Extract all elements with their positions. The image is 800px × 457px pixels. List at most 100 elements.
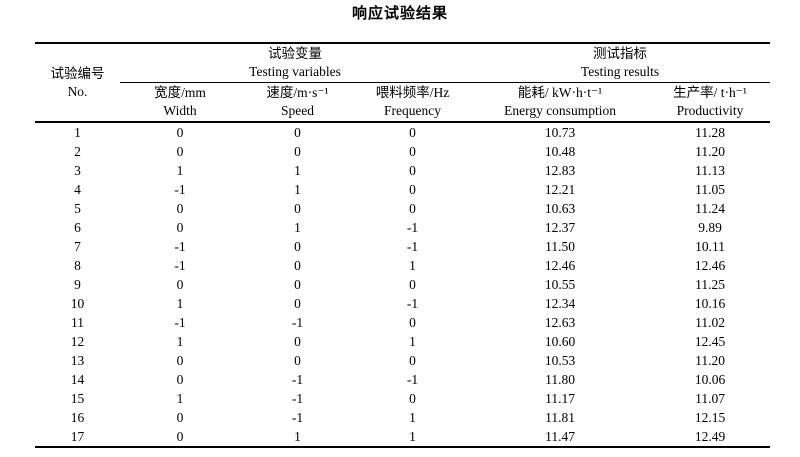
cell-no: 4 bbox=[74, 182, 81, 197]
cell-energy: 10.60 bbox=[544, 334, 576, 349]
cell-energy: 12.63 bbox=[544, 315, 576, 330]
cell-productivity: 11.05 bbox=[695, 182, 725, 197]
header-width-en: Width bbox=[163, 103, 197, 118]
cell-width: -1 bbox=[174, 258, 186, 273]
cell-energy: 11.47 bbox=[545, 429, 575, 444]
cell-frequency: -1 bbox=[406, 296, 419, 311]
table-body: 1 0 0 0 10.73 11.28 2 0 0 0 10.48 11.20 3 1 1 0 12.83 11.… bbox=[35, 122, 770, 447]
cell-frequency: -1 bbox=[406, 372, 419, 387]
cell-energy: 12.21 bbox=[544, 182, 576, 197]
cell-speed: 0 bbox=[294, 201, 301, 216]
cell-width: 0 bbox=[176, 201, 184, 216]
table-row: 2 0 0 0 10.48 11.20 bbox=[35, 142, 770, 161]
table-row: 10 1 0 -1 12.34 10.16 bbox=[35, 294, 770, 313]
cell-speed: -1 bbox=[291, 410, 304, 425]
cell-frequency: 0 bbox=[409, 144, 416, 159]
table-row: 16 0 -1 1 11.81 12.15 bbox=[35, 408, 770, 427]
cell-speed: -1 bbox=[291, 315, 304, 330]
cell-no: 15 bbox=[70, 391, 85, 406]
cell-productivity: 12.45 bbox=[694, 334, 726, 349]
cell-speed: 0 bbox=[294, 125, 301, 140]
cell-productivity: 10.11 bbox=[695, 239, 725, 254]
cell-no: 12 bbox=[70, 334, 85, 349]
cell-frequency: 0 bbox=[409, 182, 416, 197]
cell-width: 0 bbox=[176, 429, 184, 444]
cell-speed: 0 bbox=[294, 334, 301, 349]
cell-no: 2 bbox=[74, 144, 81, 159]
cell-speed: 1 bbox=[294, 163, 301, 178]
cell-speed: 1 bbox=[294, 429, 301, 444]
cell-speed: 0 bbox=[294, 296, 301, 311]
cell-no: 17 bbox=[70, 429, 85, 444]
cell-width: 0 bbox=[176, 125, 184, 140]
table-row: 12 1 0 1 10.60 12.45 bbox=[35, 332, 770, 351]
table-row: 13 0 0 0 10.53 11.20 bbox=[35, 351, 770, 370]
table-title: 响应试验结果 bbox=[351, 5, 448, 22]
cell-energy: 10.53 bbox=[544, 353, 576, 368]
table-row: 7 -1 0 -1 11.50 10.11 bbox=[35, 237, 770, 256]
cell-energy: 10.55 bbox=[544, 277, 576, 292]
header-speed-en: Speed bbox=[281, 103, 314, 118]
cell-speed: 1 bbox=[294, 220, 301, 235]
cell-productivity: 11.07 bbox=[695, 391, 725, 406]
cell-width: 1 bbox=[176, 334, 184, 349]
cell-width: 1 bbox=[176, 163, 184, 178]
header-group-variables-zh: 试验变量 bbox=[268, 46, 322, 61]
cell-frequency: 0 bbox=[409, 125, 416, 140]
cell-no: 3 bbox=[74, 163, 81, 178]
cell-energy: 11.50 bbox=[545, 239, 575, 254]
table-row: 3 1 1 0 12.83 11.13 bbox=[35, 161, 770, 180]
cell-speed: -1 bbox=[291, 372, 304, 387]
cell-speed: 0 bbox=[294, 239, 301, 254]
cell-productivity: 11.20 bbox=[695, 144, 725, 159]
header-width: 宽度/mm Width bbox=[120, 82, 240, 123]
cell-no: 1 bbox=[74, 125, 81, 140]
cell-frequency: 0 bbox=[409, 391, 416, 406]
cell-no: 9 bbox=[74, 277, 81, 292]
group-header-row: 试验编号 No. 试验变量 Testing variables 测试指标 Tes… bbox=[35, 43, 771, 123]
cell-no: 11 bbox=[71, 315, 84, 330]
cell-productivity: 11.28 bbox=[695, 125, 725, 140]
cell-energy: 11.81 bbox=[545, 410, 575, 425]
cell-energy: 12.37 bbox=[544, 220, 576, 235]
header-group-variables: 试验变量 Testing variables bbox=[120, 43, 471, 83]
header-test-number: 试验编号 No. bbox=[35, 43, 120, 123]
header-speed: 速度/m·s⁻¹ Speed bbox=[240, 82, 355, 123]
cell-width: -1 bbox=[174, 239, 186, 254]
cell-no: 16 bbox=[70, 410, 85, 425]
header-group-results: 测试指标 Testing results bbox=[470, 43, 771, 83]
cell-frequency: -1 bbox=[406, 220, 419, 235]
cell-width: 0 bbox=[176, 220, 184, 235]
cell-no: 13 bbox=[70, 353, 85, 368]
table-row: 9 0 0 0 10.55 11.25 bbox=[35, 275, 770, 294]
cell-productivity: 12.49 bbox=[694, 429, 726, 444]
cell-energy: 10.48 bbox=[544, 144, 576, 159]
cell-frequency: 0 bbox=[409, 201, 416, 216]
cell-frequency: 0 bbox=[409, 277, 416, 292]
cell-productivity: 11.13 bbox=[695, 163, 725, 178]
cell-productivity: 11.25 bbox=[695, 277, 725, 292]
cell-productivity: 12.46 bbox=[694, 258, 726, 273]
cell-frequency: 0 bbox=[409, 315, 416, 330]
cell-productivity: 9.89 bbox=[698, 220, 722, 235]
header-width-zh: 宽度/mm bbox=[154, 85, 206, 100]
cell-energy: 12.46 bbox=[544, 258, 576, 273]
cell-no: 10 bbox=[70, 296, 85, 311]
cell-width: 0 bbox=[176, 144, 184, 159]
table-row: 11 -1 -1 0 12.63 11.02 bbox=[35, 313, 770, 332]
header-frequency-zh: 喂料频率/Hz bbox=[375, 85, 450, 100]
cell-productivity: 11.20 bbox=[695, 353, 725, 368]
header-frequency-en: Frequency bbox=[384, 103, 441, 118]
cell-width: -1 bbox=[174, 182, 186, 197]
cell-width: 0 bbox=[176, 277, 184, 292]
cell-no: 8 bbox=[74, 258, 81, 273]
table-row: 17 0 1 1 11.47 12.49 bbox=[35, 427, 770, 447]
cell-frequency: 1 bbox=[409, 334, 416, 349]
cell-productivity: 11.02 bbox=[695, 315, 725, 330]
header-test-number-zh: 试验编号 bbox=[50, 65, 105, 81]
cell-no: 7 bbox=[74, 239, 81, 254]
results-table: 试验编号 No. 试验变量 Testing variables 测试指标 Tes… bbox=[35, 42, 771, 448]
cell-speed: 0 bbox=[294, 144, 301, 159]
cell-speed: 0 bbox=[294, 353, 301, 368]
table-row: 8 -1 0 1 12.46 12.46 bbox=[35, 256, 770, 275]
